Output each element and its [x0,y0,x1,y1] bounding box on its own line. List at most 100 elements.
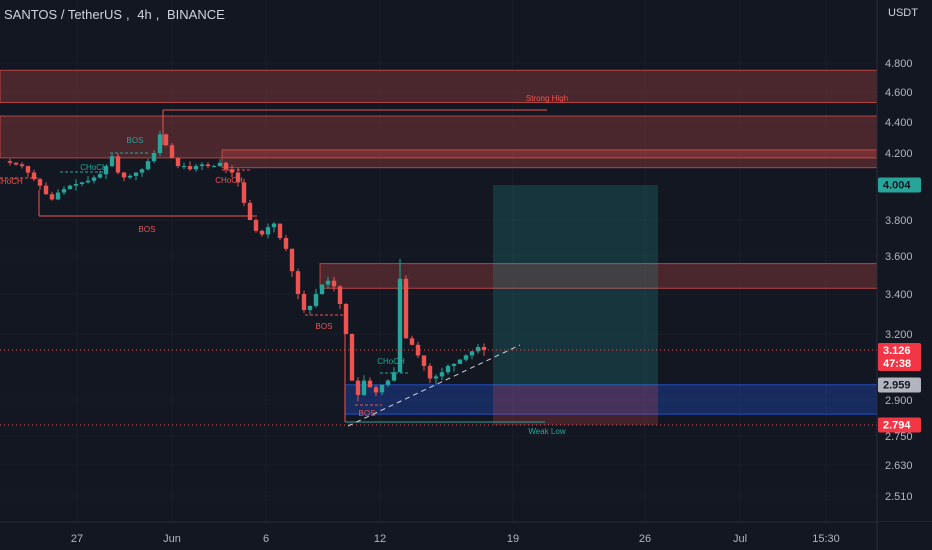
candle-body [37,179,43,186]
time-axis[interactable]: 27 Jun 6 12 19 26 Jul 15:30 [0,521,932,550]
candle-body [397,278,403,373]
axis-corner [878,522,932,550]
interval-label: 4h [137,7,152,22]
price-axis[interactable]: 4.800 4.600 4.400 4.200 3.800 3.600 3.400 3.200… [876,0,921,550]
candle-body [103,166,109,175]
candle-body [373,387,379,393]
candle-body [379,384,385,393]
candle-body [109,156,115,167]
grid-layer [0,0,877,522]
candle-body [217,162,223,167]
annotation-label: Strong High [526,94,568,103]
position-loss-area [493,385,658,425]
candle-body [415,344,421,356]
candle-body [343,304,349,334]
annotation-label: CHoCH [377,357,405,366]
candle-body [433,376,439,379]
symbol-name: SANTOS / TetherUS [4,7,123,22]
candle-body [25,166,31,173]
time-tick-label: Jun [163,533,181,545]
candle-body [313,294,319,306]
candle-body [67,185,73,190]
candle-body [265,227,271,235]
annotations-layer: Strong High Weak Low BOS BOS CHoCH CHoCH CHoCH… [0,94,568,436]
time-tick-label: Jul [733,533,747,545]
candle-body [13,162,19,165]
candle-body [55,192,61,200]
supply-zone [319,263,878,289]
candle-body [271,223,277,228]
candle-body [175,157,181,167]
candle-body [409,338,415,345]
price-tag-label: 2.794 [883,420,911,432]
price-tag-label: 3.126 [883,345,911,357]
candle-body [187,166,193,170]
candle-body [307,306,313,310]
time-tick-label: 6 [263,533,269,545]
price-tick-label: 2.900 [885,395,913,407]
candle-body [235,172,241,183]
candles-layer [7,130,487,402]
candle-body [133,172,139,176]
candle-body [163,134,169,146]
candle-body [247,202,253,220]
candle-body [73,184,79,186]
candle-body [475,346,481,352]
candle-body [223,162,229,170]
annotation-label: CHoCH [215,176,243,185]
candle-body [7,161,13,163]
annotation-label: BOS [139,225,156,234]
annotation-label: CHoCH [0,177,23,186]
candle-body [253,220,259,231]
candle-body [301,294,307,310]
price-tick-label: 3.800 [885,215,913,227]
symbol-header: SANTOS / TetherUS, 4h, BINANCE [4,7,225,22]
candle-body [331,280,337,287]
candle-body [451,363,457,366]
candle-body [91,177,97,181]
time-tick-label: 19 [507,533,519,545]
time-tick-label: 12 [374,533,386,545]
price-tag-label: 2.959 [883,380,911,392]
supply-zone [221,149,878,169]
candle-body [283,238,289,249]
candle-body [211,166,217,168]
annotation-label: BOS [359,409,376,418]
price-tick-label: 2.750 [885,431,913,443]
candle-body [457,359,463,364]
annotation-label: BOS [127,136,144,145]
candle-body [199,164,205,167]
candle-body [337,286,343,304]
price-tick-label: 2.510 [885,491,913,503]
candle-body [139,169,145,173]
candle-body [205,164,211,167]
candle-body [19,164,25,167]
candle-body [289,248,295,272]
candle-body [427,365,433,379]
supply-zone [0,69,878,103]
price-tick-label: 3.600 [885,251,913,263]
price-tick-label: 2.630 [885,460,913,472]
candle-body [85,180,91,183]
candle-body [151,153,157,162]
price-tick-label: 4.200 [885,148,913,160]
currency-label: USDT [888,7,918,19]
candle-body [127,175,133,178]
candle-body [463,355,469,360]
candle-body [193,166,199,170]
price-tag-label: 4.004 [883,180,911,192]
candle-body [259,230,265,235]
candle-body [241,182,247,203]
demand-zone [344,384,878,415]
candle-body [31,172,37,180]
price-tick-label: 3.400 [885,289,913,301]
candle-body [421,355,427,366]
annotation-label: CHoCH [80,163,108,172]
candle-body [325,280,331,285]
candle-body [391,372,397,381]
candle-body [145,161,151,170]
candle-body [169,145,175,158]
candle-body [403,278,409,339]
candle-body [43,185,49,195]
